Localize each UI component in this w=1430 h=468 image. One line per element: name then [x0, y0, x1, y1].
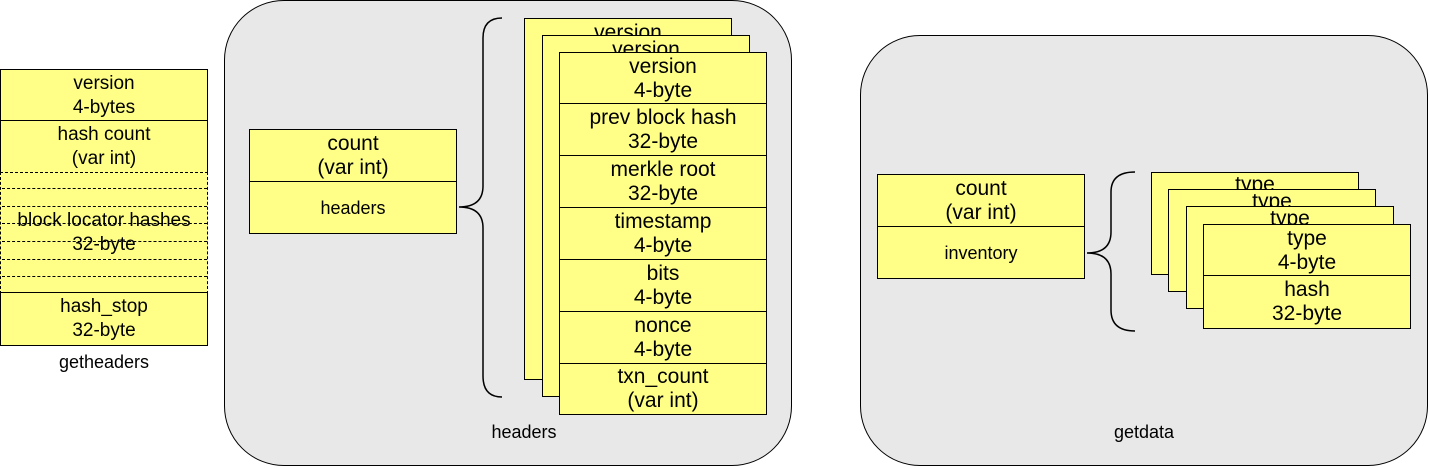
field-size: 32-byte [72, 234, 136, 255]
getdata-inventory-field: inventory [877, 226, 1085, 279]
dashed-divider [2, 259, 207, 260]
header-bits-field: bits 4-byte [559, 259, 767, 313]
dashed-divider [2, 188, 207, 189]
field-size: (var int) [945, 201, 1017, 224]
getdata-brace [1086, 171, 1136, 332]
getdata-count-field: count (var int) [877, 174, 1085, 228]
field-name: bits [646, 262, 680, 285]
inventory-type-field: type 4-byte [1203, 224, 1411, 277]
field-size: 4-bytes [72, 96, 136, 118]
field-size: 32-byte [627, 130, 699, 153]
header-prev-block-hash-field: prev block hash 32-byte [559, 103, 767, 157]
dashed-divider [2, 206, 207, 207]
headers-caption: headers [491, 422, 557, 442]
header-merkle-root-field: merkle root 32-byte [559, 155, 767, 209]
field-size: 4-byte [633, 338, 693, 361]
field-name: version [73, 72, 135, 94]
headers-list-field: headers [249, 181, 457, 234]
field-size: 4-byte [633, 78, 693, 102]
dashed-divider [2, 241, 207, 242]
field-name: hash_stop [60, 296, 148, 317]
field-name: timestamp [614, 210, 712, 233]
field-name: count [955, 177, 1007, 200]
headers-brace [458, 17, 503, 398]
field-name: type [1287, 226, 1327, 250]
field-size: 32-byte [627, 182, 699, 205]
getheaders-hash-stop-field: hash_stop 32-byte [0, 292, 208, 346]
getheaders-block-locator-field: block locator hashes 32-byte [0, 172, 208, 294]
headers-count-field: count (var int) [249, 129, 457, 183]
header-version-field: version 4-byte [559, 52, 767, 105]
header-nonce-field: nonce 4-byte [559, 311, 767, 365]
field-size: 4-byte [633, 286, 693, 309]
field-name: txn_count [617, 365, 709, 388]
field-size: (var int) [627, 389, 699, 412]
field-name: headers [320, 197, 386, 218]
getheaders-hash-count-field: hash count (var int) [0, 120, 208, 174]
field-size: (var int) [71, 148, 137, 169]
getheaders-version-field: version 4-bytes [0, 69, 208, 122]
field-name: hash [1284, 278, 1330, 301]
field-name: version [629, 54, 697, 78]
field-name: merkle root [610, 158, 716, 181]
field-size: 4-byte [1277, 250, 1337, 274]
field-size: (var int) [317, 156, 389, 179]
field-name: hash count [57, 124, 151, 145]
getheaders-caption: getheaders [58, 352, 150, 372]
field-name: block locator hashes [17, 210, 191, 231]
inventory-hash-field: hash 32-byte [1203, 275, 1411, 329]
field-name: prev block hash [589, 106, 737, 129]
dashed-divider [2, 223, 207, 224]
field-name: count [327, 132, 379, 155]
field-size: 32-byte [72, 320, 136, 341]
field-size: 32-byte [1271, 302, 1343, 325]
getdata-caption: getdata [1113, 422, 1175, 442]
dashed-divider [2, 276, 207, 277]
header-timestamp-field: timestamp 4-byte [559, 207, 767, 261]
header-txn-count-field: txn_count (var int) [559, 363, 767, 415]
field-size: 4-byte [633, 234, 693, 257]
field-name: inventory [944, 242, 1018, 263]
field-name: nonce [634, 314, 692, 337]
